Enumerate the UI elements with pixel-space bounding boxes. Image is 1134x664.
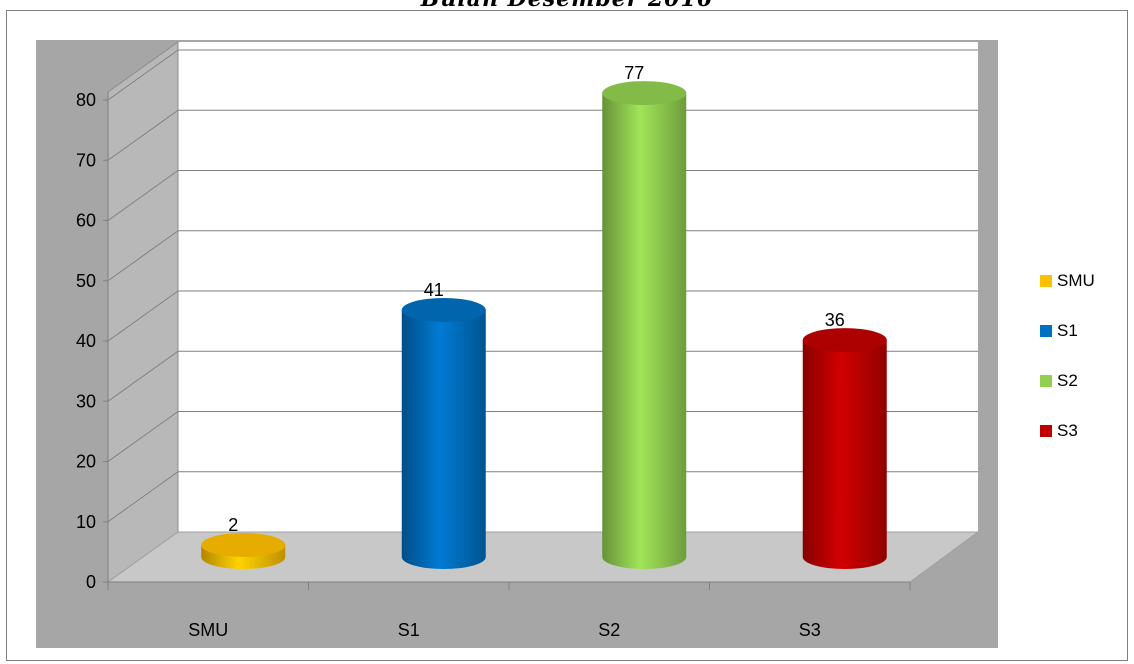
y-tick-label: 10: [76, 512, 96, 532]
gridline-side: [107, 170, 179, 221]
legend-swatch: [1040, 275, 1052, 287]
gridline-side: [107, 109, 179, 161]
side-wall: [107, 41, 179, 583]
y-tick-label: 20: [76, 452, 96, 472]
bar-body: [401, 309, 486, 569]
chart-frame: [6, 10, 1128, 661]
legend-swatch: [1040, 375, 1052, 387]
back-wall: [178, 42, 978, 532]
bar-s2: [602, 81, 687, 569]
data-label: 2: [228, 515, 238, 535]
bar-body: [802, 340, 887, 569]
chart-title: Bulan Desember 2016: [0, 0, 1134, 10]
gridline-side: [107, 290, 179, 342]
legend-item-s2: S2: [1040, 356, 1130, 406]
bar-s1: [401, 297, 486, 569]
y-tick-label: 0: [86, 572, 96, 592]
data-label: 41: [424, 280, 444, 300]
legend-item-s1: S1: [1040, 306, 1130, 356]
y-tick-label: 40: [76, 331, 96, 351]
gridline-side: [107, 411, 179, 462]
x-tick-label: S1: [398, 620, 420, 640]
legend: SMU S1 S2 S3: [1040, 256, 1130, 456]
bar-top: [401, 297, 486, 322]
legend-swatch: [1040, 425, 1052, 437]
y-tick-label: 60: [76, 211, 96, 231]
bar-top: [802, 328, 887, 353]
bar-top: [201, 532, 286, 557]
bar-top: [602, 81, 687, 106]
bar-smu: [201, 532, 286, 569]
x-tick-label: S3: [799, 620, 821, 640]
gridline-side: [107, 350, 179, 402]
x-tick-label: SMU: [188, 620, 228, 640]
gridline-side: [107, 49, 179, 101]
bar-s3: [802, 328, 887, 569]
bar-body: [602, 93, 687, 569]
legend-label: S1: [1057, 321, 1078, 340]
gridline-side: [107, 471, 179, 523]
legend-label: S2: [1057, 371, 1078, 390]
legend-item-s3: S3: [1040, 406, 1130, 456]
gridline-side: [107, 230, 179, 282]
legend-swatch: [1040, 325, 1052, 337]
data-label: 77: [624, 63, 644, 83]
legend-label: S3: [1057, 421, 1078, 440]
y-tick-label: 30: [76, 391, 96, 411]
legend-item-smu: SMU: [1040, 256, 1130, 306]
x-tick-label: S2: [598, 620, 620, 640]
y-tick-label: 70: [76, 150, 96, 170]
legend-label: SMU: [1057, 271, 1095, 290]
y-tick-label: 50: [76, 271, 96, 291]
data-label: 36: [825, 310, 845, 330]
y-tick-label: 80: [76, 90, 96, 110]
